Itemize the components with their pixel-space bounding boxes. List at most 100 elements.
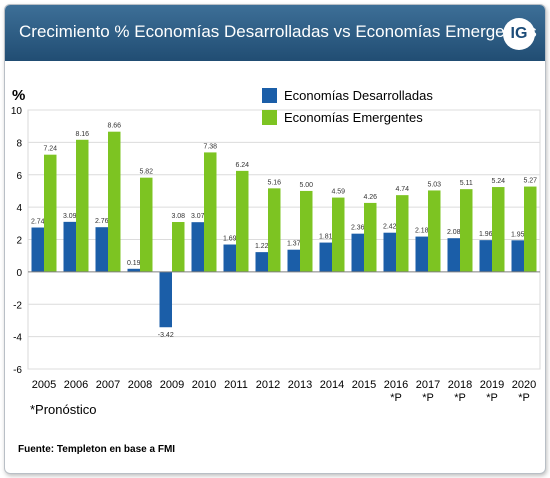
x-tick-label: 2005 [32, 379, 56, 391]
y-tick-label: 8 [16, 138, 22, 149]
data-label: 7.24 [43, 146, 57, 153]
bar-developed [159, 271, 172, 328]
data-label: 4.74 [395, 186, 409, 193]
x-tick-label: 2006 [64, 379, 88, 391]
forecast-footnote: *Pronóstico [30, 402, 97, 417]
bar-emerging [460, 189, 473, 272]
x-tick-label: 2009 [160, 379, 184, 391]
data-label: 2.08 [447, 229, 461, 236]
y-tick-label: -4 [13, 333, 22, 344]
data-label: 5.16 [267, 179, 281, 186]
bar-emerging [364, 202, 377, 272]
x-tick-label: 2007 [96, 379, 120, 391]
data-label: 3.07 [191, 213, 205, 220]
x-tick-label: 2011 [224, 379, 248, 391]
data-label: 5.03 [427, 181, 441, 188]
data-label: 3.08 [171, 213, 185, 220]
bar-developed [127, 268, 140, 272]
data-label: 7.38 [203, 143, 217, 150]
bar-emerging [268, 188, 281, 272]
source-note: Fuente: Templeton en base a FMI [18, 444, 176, 455]
bar-developed [319, 242, 332, 272]
x-tick-label: 2017 [416, 379, 440, 391]
y-tick-label: -2 [13, 300, 22, 311]
data-label: 8.16 [75, 131, 89, 138]
data-label: 5.27 [523, 178, 537, 185]
y-tick-label: 4 [16, 203, 22, 214]
bar-emerging [236, 170, 249, 272]
bar-developed [383, 232, 396, 272]
x-tick-note: *P [486, 392, 498, 404]
data-label: 5.82 [139, 169, 153, 176]
x-tick-label: 2013 [288, 379, 312, 391]
data-label: 2.42 [383, 224, 397, 231]
x-tick-label: 2012 [256, 379, 280, 391]
bar-emerging [172, 222, 185, 272]
bar-emerging [76, 139, 89, 272]
x-tick-note: *P [422, 392, 434, 404]
data-label: 2.74 [31, 219, 45, 226]
data-label: 5.24 [491, 178, 505, 185]
header-bar: Crecimiento % Economías Desarrolladas vs… [5, 5, 545, 61]
x-tick-label: 2020 [512, 379, 536, 391]
data-label: 1.69 [223, 236, 237, 243]
bar-emerging [396, 195, 409, 272]
x-tick-note: *P [390, 392, 402, 404]
bar-developed [223, 244, 236, 272]
x-tick-note: *P [518, 392, 530, 404]
y-tick-label: 0 [16, 268, 22, 279]
bar-developed [479, 240, 492, 272]
bar-emerging [492, 187, 505, 272]
y-tick-label: 2 [16, 236, 22, 247]
bar-developed [191, 222, 204, 272]
chart-title: Crecimiento % Economías Desarrolladas vs… [19, 22, 537, 41]
legend-emerging-swatch [262, 110, 277, 125]
x-tick-label: 2014 [320, 379, 344, 391]
data-label: 2.76 [95, 218, 109, 225]
bar-emerging [300, 190, 313, 272]
bar-developed [63, 221, 76, 272]
bar-developed [351, 233, 364, 272]
data-label: 3.09 [63, 213, 77, 220]
bar-emerging [140, 177, 153, 272]
y-axis-label: % [12, 87, 25, 104]
bar-developed [287, 249, 300, 272]
x-tick-label: 2016 [384, 379, 408, 391]
y-tick-label: 10 [11, 106, 23, 117]
legend-developed-swatch [262, 88, 277, 103]
data-label: 1.95 [511, 231, 525, 238]
bar-developed [415, 236, 428, 272]
x-tick-note: *P [454, 392, 466, 404]
bar-developed [447, 238, 460, 272]
legend-emerging-label: Economías Emergentes [284, 110, 423, 125]
bar-emerging [524, 186, 537, 272]
data-label: 8.66 [107, 123, 121, 130]
bar-developed [255, 252, 268, 272]
data-label: 1.81 [319, 234, 333, 241]
data-label: 1.22 [255, 243, 269, 250]
data-label: 4.59 [331, 189, 345, 196]
bar-emerging [428, 190, 441, 272]
bar-emerging [44, 154, 57, 272]
y-tick-label: -6 [13, 365, 22, 376]
data-label: 2.36 [351, 225, 365, 232]
y-tick-label: 6 [16, 171, 22, 182]
bar-emerging [108, 131, 121, 272]
data-label: 6.24 [235, 162, 249, 169]
bar-emerging [332, 197, 345, 272]
data-label: -3.42 [158, 332, 174, 339]
data-label: 2.18 [415, 228, 429, 235]
x-tick-label: 2008 [128, 379, 152, 391]
brand-logo: IG [503, 18, 535, 50]
data-label: 1.96 [479, 231, 493, 238]
bar-developed [511, 240, 524, 272]
x-tick-label: 2015 [352, 379, 376, 391]
x-tick-label: 2018 [448, 379, 472, 391]
data-label: 1.37 [287, 241, 301, 248]
data-label: 0.19 [127, 260, 141, 267]
x-tick-label: 2019 [480, 379, 504, 391]
x-tick-label: 2010 [192, 379, 216, 391]
data-label: 5.00 [299, 182, 313, 189]
bar-developed [31, 227, 44, 272]
